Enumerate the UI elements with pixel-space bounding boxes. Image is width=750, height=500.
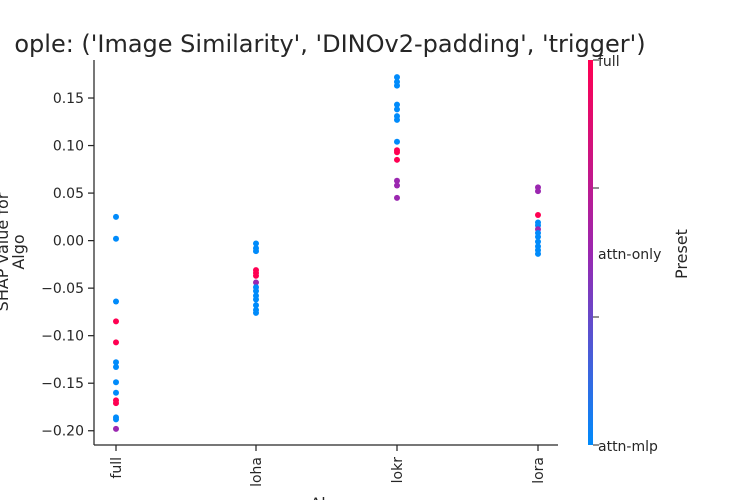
scatter-point	[394, 116, 400, 123]
y-tick-label: 0.00	[53, 234, 84, 250]
y-tick-label: −0.05	[41, 281, 84, 297]
scatter-point	[253, 302, 259, 309]
y-axis-label-line1: SHAP value for	[0, 192, 12, 311]
scatter-point	[535, 233, 541, 240]
x-tick-label: loha	[249, 457, 265, 487]
colorbar-label-attn-mlp: attn-mlp	[598, 439, 658, 455]
x-tick-label: lokr	[390, 457, 406, 484]
y-tick-label: −0.10	[41, 329, 84, 345]
scatter-point	[394, 82, 400, 89]
scatter-point	[535, 188, 541, 195]
colorbar-label-full: full	[598, 54, 620, 70]
scatter-point	[394, 156, 400, 163]
scatter-point	[394, 182, 400, 189]
scatter-point	[535, 238, 541, 245]
scatter-point	[113, 213, 119, 220]
scatter-point	[113, 389, 119, 396]
scatter-point	[394, 194, 400, 201]
x-tick-label: lora	[531, 457, 547, 484]
colorbar-title: Preset	[672, 229, 691, 279]
y-ticks: 0.15 0.10 0.05 0.00 −0.05 −0.10 −0.15 −0.20	[41, 91, 94, 440]
scatter-point	[113, 400, 119, 407]
scatter-point	[113, 339, 119, 346]
data-points	[113, 74, 541, 432]
x-ticks: full loha lokr lora	[109, 445, 547, 487]
scatter-point	[394, 74, 400, 81]
x-tick-label: full	[109, 457, 125, 479]
scatter-point	[253, 240, 259, 247]
scatter-point	[535, 250, 541, 257]
scatter-point	[535, 211, 541, 218]
colorbar: full attn-only attn-mlp Preset	[588, 54, 691, 455]
scatter-point	[394, 149, 400, 156]
scatter-point	[113, 298, 119, 305]
y-tick-label: 0.15	[53, 91, 84, 107]
scatter-point	[253, 296, 259, 303]
scatter-point	[394, 177, 400, 184]
scatter-point	[253, 309, 259, 316]
scatter-point	[113, 416, 119, 423]
scatter-point	[253, 272, 259, 279]
scatter-point	[113, 425, 119, 432]
scatter-point	[394, 106, 400, 113]
scatter-point	[253, 288, 259, 294]
scatter-point	[113, 359, 119, 366]
plot-axes	[93, 60, 558, 446]
colorbar-label-attn-only: attn-only	[598, 247, 661, 263]
y-tick-label: 0.10	[53, 139, 84, 155]
scatter-point	[253, 248, 259, 255]
scatter-point	[394, 101, 400, 108]
chart-title: ople: ('Image Similarity', 'DINOv2-paddi…	[14, 30, 645, 58]
scatter-point	[394, 138, 400, 145]
scatter-point	[113, 379, 119, 386]
scatter-point	[113, 318, 119, 325]
y-tick-label: −0.15	[41, 376, 84, 392]
x-axis-label: Al	[310, 494, 325, 500]
y-tick-label: 0.05	[53, 186, 84, 202]
y-tick-label: −0.20	[41, 424, 84, 440]
scatter-point	[113, 364, 119, 371]
scatter-point	[113, 235, 119, 242]
scatter-point	[253, 279, 259, 286]
y-axis-label-line2: Algo	[9, 234, 28, 269]
colorbar-gradient	[588, 60, 593, 445]
